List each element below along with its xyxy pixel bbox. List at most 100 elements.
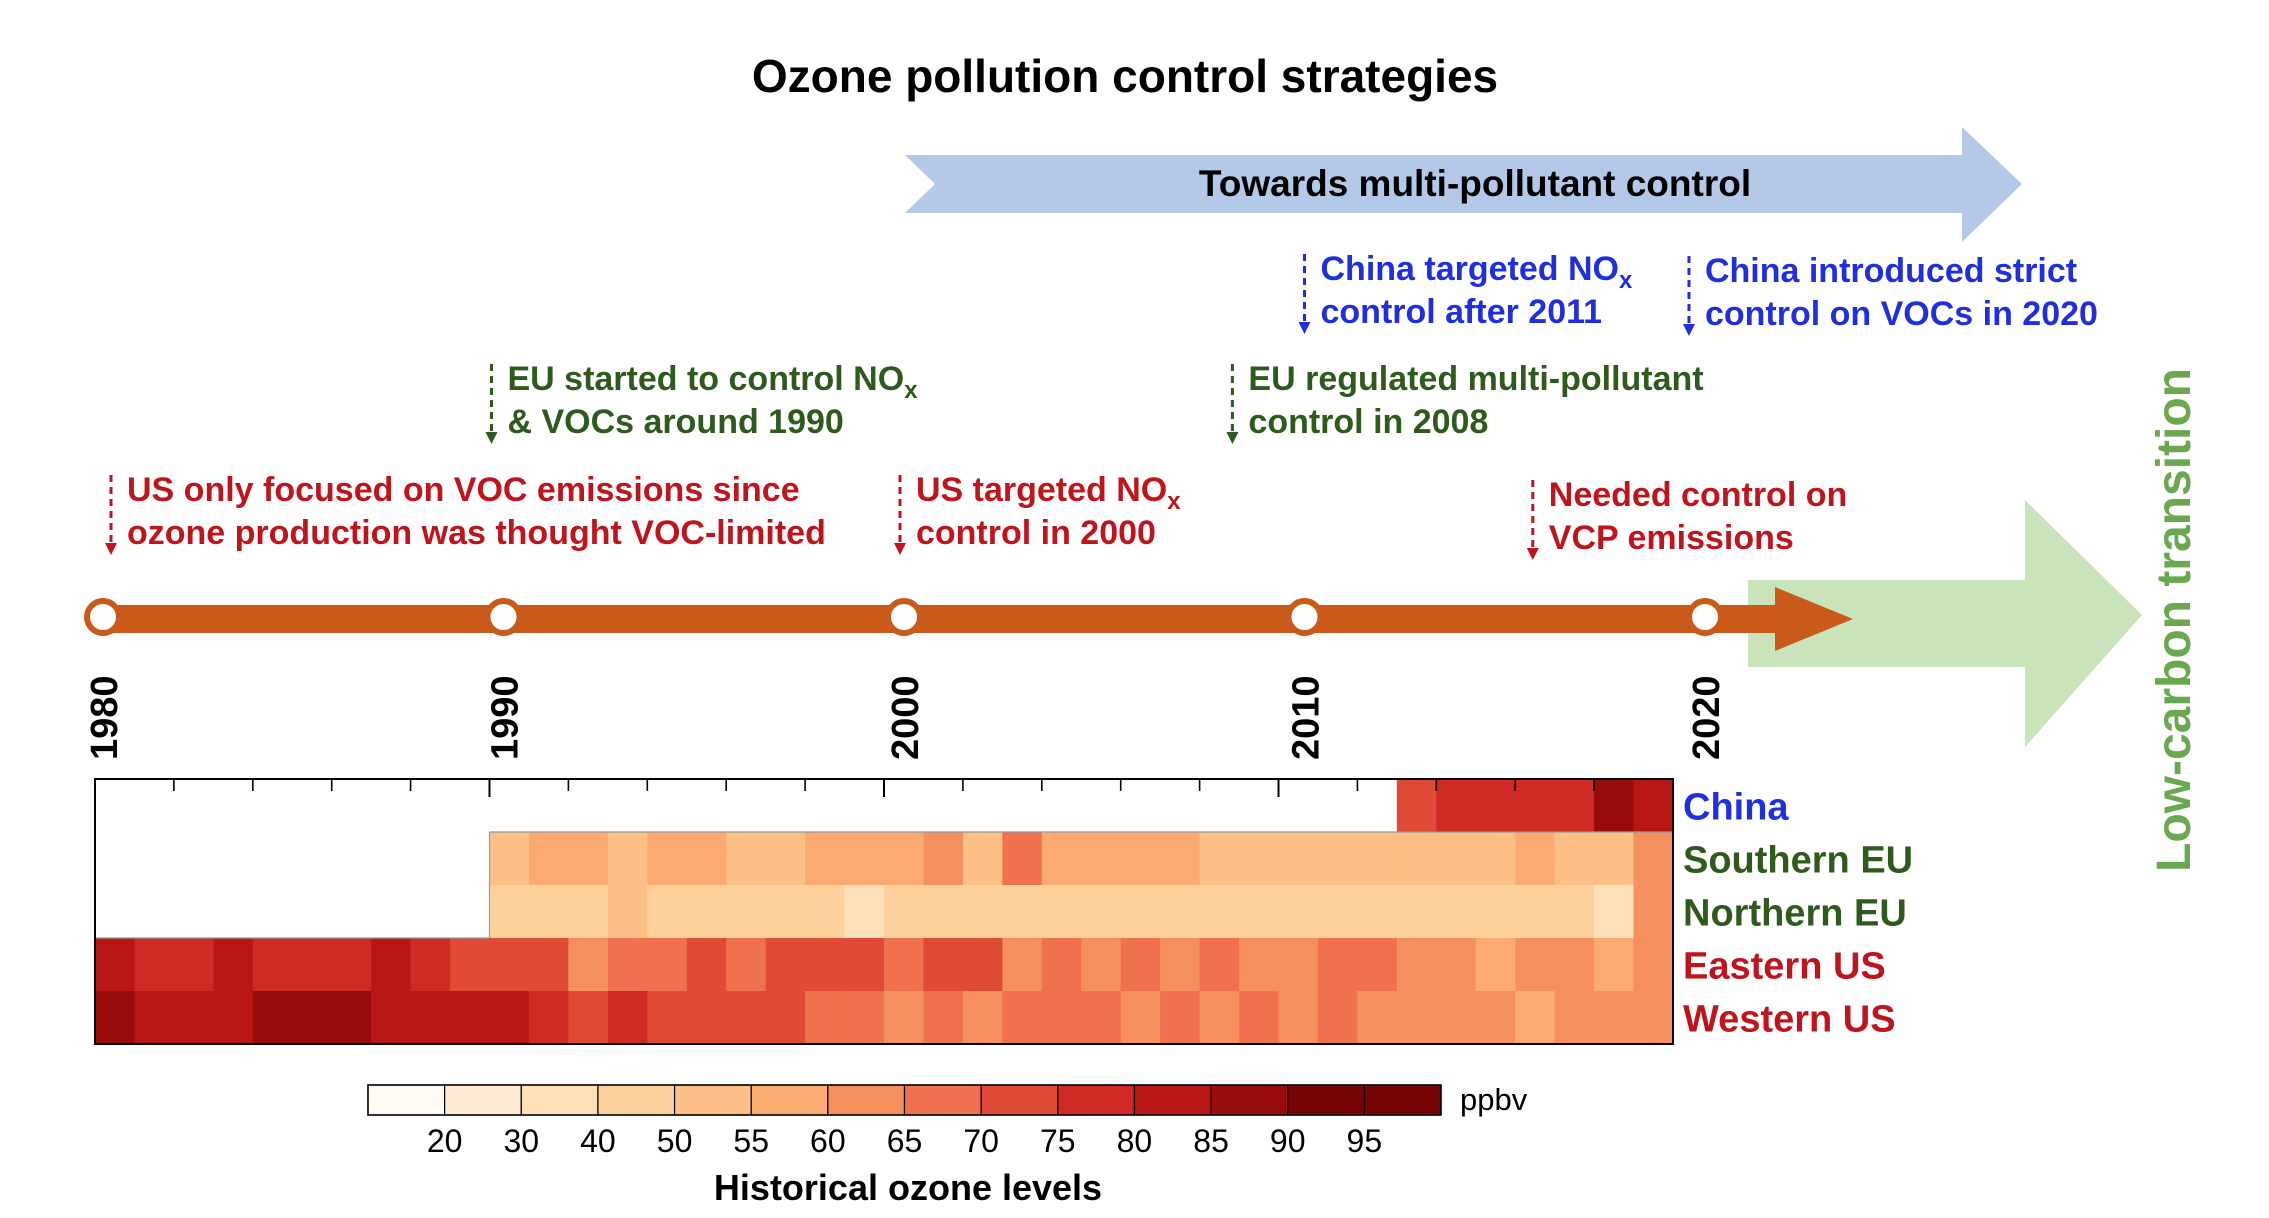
colorbar-swatch bbox=[827, 1084, 906, 1116]
colorbar-swatch bbox=[1363, 1084, 1442, 1116]
annotation-line: US targeted NOx bbox=[916, 471, 1181, 515]
heatmap-cell bbox=[1357, 938, 1398, 992]
heatmap-cell bbox=[726, 991, 767, 1044]
heatmap-cell bbox=[1633, 779, 1673, 833]
heatmap-cell bbox=[1436, 779, 1477, 833]
colorbar-swatch bbox=[1210, 1084, 1289, 1116]
colorbar-tick-label: 85 bbox=[1193, 1123, 1229, 1159]
colorbar-tick-label: 20 bbox=[427, 1123, 463, 1159]
colorbar-swatch bbox=[367, 1084, 446, 1116]
annotation-text: China targeted NO bbox=[1321, 250, 1619, 288]
heatmap-cell bbox=[489, 938, 530, 992]
heatmap-cell bbox=[1002, 938, 1043, 992]
heatmap-cell bbox=[1278, 885, 1319, 939]
heatmap-cell bbox=[923, 991, 964, 1044]
heatmap-cell bbox=[252, 938, 293, 992]
colorbar-tick-label: 40 bbox=[580, 1123, 616, 1159]
heatmap-cell bbox=[489, 991, 530, 1044]
heatmap-cell bbox=[173, 938, 214, 992]
colorbar-tick-label: 55 bbox=[733, 1123, 769, 1159]
heatmap-cell bbox=[1041, 938, 1082, 992]
annotation-arrowhead bbox=[1226, 432, 1239, 444]
heatmap-cell bbox=[331, 938, 372, 992]
heatmap-cell bbox=[1239, 832, 1280, 886]
colorbar-swatch bbox=[444, 1084, 522, 1116]
heatmap-cell bbox=[686, 885, 727, 939]
timeline-marker-2000 bbox=[885, 598, 923, 636]
heatmap-cell bbox=[213, 938, 254, 992]
annotation-line: ozone production was thought VOC-limited bbox=[127, 514, 826, 552]
year-label-2000: 2000 bbox=[885, 675, 927, 760]
annotation-arrowhead bbox=[105, 543, 118, 555]
timeline-marker-2020 bbox=[1686, 598, 1724, 636]
colorbar-tick-label: 65 bbox=[887, 1123, 923, 1159]
heatmap-cell bbox=[647, 885, 688, 939]
heatmap-cell bbox=[1278, 832, 1319, 886]
annotation-us_voc: US only focused on VOC emissions since oz… bbox=[105, 471, 826, 555]
colorbar-unit: ppbv bbox=[1460, 1082, 1528, 1117]
colorbar-swatch bbox=[673, 1084, 752, 1116]
heatmap-cell bbox=[805, 991, 846, 1044]
heatmap-cell bbox=[1475, 991, 1516, 1044]
heatmap-row-label: Eastern US bbox=[1683, 946, 1886, 988]
heatmap-cell bbox=[1594, 885, 1635, 939]
heatmap-cell bbox=[1357, 832, 1398, 886]
heatmap-cell bbox=[923, 938, 964, 992]
colorbar-swatch bbox=[1133, 1084, 1212, 1116]
colorbar-tick-label: 90 bbox=[1270, 1123, 1306, 1159]
heatmap-cell bbox=[607, 991, 648, 1044]
heatmap-cell bbox=[410, 938, 451, 992]
heatmap-cell bbox=[95, 991, 136, 1044]
heatmap-cell bbox=[528, 832, 569, 886]
year-label-2020: 2020 bbox=[1686, 675, 1728, 760]
annotation-arrowhead bbox=[1526, 548, 1539, 560]
heatmap-cell bbox=[450, 938, 491, 992]
heatmap-cell bbox=[528, 991, 569, 1044]
annotation-line: control in 2008 bbox=[1248, 403, 1488, 441]
heatmap-cell bbox=[1317, 885, 1358, 939]
annotation-vcp: Needed control on VCP emissions bbox=[1526, 476, 1847, 560]
heatmap-cell bbox=[1041, 885, 1082, 939]
heatmap-cell bbox=[607, 938, 648, 992]
heatmap-cell bbox=[607, 832, 648, 886]
timeline: 1980 1990 2000 2010 2020 bbox=[84, 587, 1853, 760]
heatmap-cell bbox=[1002, 991, 1043, 1044]
annotation-line: & VOCs around 1990 bbox=[507, 403, 843, 441]
heatmap-cell bbox=[923, 832, 964, 886]
heatmap-cell bbox=[1120, 991, 1161, 1044]
heatmap-cell bbox=[1081, 938, 1122, 992]
annotation-line: China targeted NOx bbox=[1321, 250, 1633, 294]
heatmap-cell bbox=[884, 885, 925, 939]
colorbar-tick-label: 60 bbox=[810, 1123, 846, 1159]
annotation-text: EU started to control NO bbox=[507, 360, 904, 398]
heatmap-cell bbox=[765, 832, 806, 886]
heatmap-cell bbox=[1120, 938, 1161, 992]
heatmap-cell bbox=[568, 991, 609, 1044]
heatmap-cell bbox=[1317, 991, 1358, 1044]
heatmap-cell bbox=[1199, 885, 1240, 939]
year-label-1990: 1990 bbox=[485, 675, 527, 760]
heatmap-cell bbox=[1239, 938, 1280, 992]
heatmap-cell bbox=[962, 832, 1003, 886]
heatmap-cell bbox=[371, 991, 412, 1044]
heatmap-cell bbox=[686, 991, 727, 1044]
heatmap-cell bbox=[1199, 991, 1240, 1044]
heatmap-cell bbox=[1396, 779, 1437, 833]
heatmap-cell bbox=[1594, 938, 1635, 992]
heatmap-cell bbox=[1002, 885, 1043, 939]
heatmap-cell bbox=[1199, 938, 1240, 992]
year-label-2010: 2010 bbox=[1286, 675, 1328, 760]
annotation-arrowhead bbox=[1298, 322, 1311, 334]
annotation-line: control in 2000 bbox=[916, 514, 1156, 552]
heatmap-cell bbox=[134, 991, 175, 1044]
colorbar-tick-label: 75 bbox=[1040, 1123, 1076, 1159]
annotation-arrowhead bbox=[1682, 324, 1695, 336]
heatmap-row-label: Western US bbox=[1683, 999, 1896, 1041]
heatmap-cell bbox=[1633, 832, 1673, 886]
heatmap-cell bbox=[1239, 885, 1280, 939]
timeline-marker-1990 bbox=[484, 598, 523, 636]
heatmap-cell bbox=[884, 991, 925, 1044]
heatmap-cell bbox=[410, 991, 451, 1044]
heatmap-cell bbox=[1396, 938, 1437, 992]
